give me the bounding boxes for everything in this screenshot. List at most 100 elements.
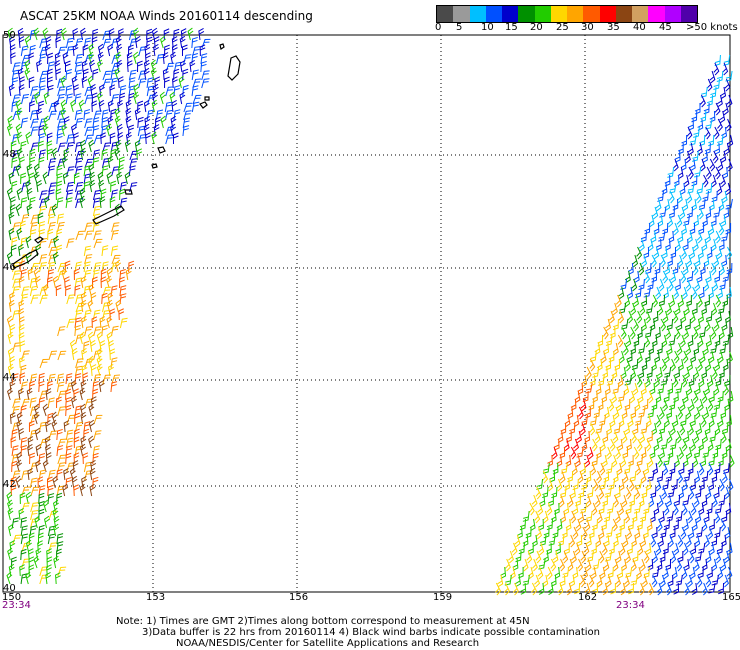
wind-barb (9, 355, 16, 369)
wind-barb (45, 388, 52, 401)
wind-barb (578, 510, 585, 524)
wind-barb (500, 566, 507, 579)
wind-barb (644, 334, 651, 348)
wind-barb (710, 238, 717, 252)
wind-barb (531, 558, 538, 572)
wind-barb (677, 470, 684, 484)
wind-barb (29, 109, 38, 121)
wind-barb (115, 51, 122, 65)
wind-barb (7, 387, 13, 401)
wind-barb (724, 78, 731, 92)
wind-barb (20, 117, 29, 129)
wind-barb (126, 52, 133, 65)
wind-barb (632, 382, 639, 396)
wind-barb (587, 446, 594, 460)
wind-barb (20, 268, 27, 281)
wind-barb (714, 358, 721, 372)
wind-barb (101, 109, 109, 121)
wind-barb (9, 44, 16, 57)
wind-barb (675, 382, 683, 394)
wind-barb (708, 350, 715, 364)
wind-barb (650, 534, 657, 548)
wind-barb (534, 510, 541, 524)
wind-barb (698, 286, 705, 299)
wind-barb (595, 446, 602, 459)
wind-barb (11, 236, 18, 249)
wind-barb (576, 534, 583, 547)
wind-barb (699, 478, 705, 491)
wind-barb (79, 187, 86, 201)
wind-barb (47, 269, 55, 281)
wind-barb (672, 310, 679, 324)
wind-barb (647, 278, 654, 290)
wind-barb (627, 262, 634, 275)
wind-barb (199, 44, 206, 57)
wind-barb (655, 326, 661, 339)
wind-barb (11, 77, 19, 89)
wind-barb (191, 85, 199, 97)
wind-barb (681, 478, 688, 492)
wind-barb (522, 510, 530, 522)
wind-barb (674, 326, 681, 340)
wind-barb (695, 486, 702, 499)
wind-barb (45, 36, 52, 49)
wind-barb (701, 582, 708, 596)
wind-barb (605, 318, 611, 332)
wind-barb (663, 390, 670, 403)
wind-barb (38, 372, 45, 385)
colorbar-tick-label: 0 (435, 22, 442, 33)
wind-barb (128, 77, 136, 89)
wind-barb (171, 36, 178, 49)
wind-barb (9, 324, 16, 337)
wind-barb (584, 430, 591, 443)
wind-barb (39, 70, 49, 81)
wind-barb (74, 53, 83, 65)
wind-barb (57, 86, 66, 97)
wind-barb (7, 27, 14, 41)
wind-barb (29, 477, 38, 489)
wind-barb (675, 574, 683, 586)
wind-barb (692, 390, 699, 404)
wind-barb (74, 61, 83, 73)
wind-barb (109, 84, 116, 97)
wind-barb (709, 430, 717, 442)
wind-barb (61, 267, 68, 281)
wind-barb (622, 534, 629, 548)
wind-barb (64, 260, 71, 273)
wind-barb (101, 261, 109, 273)
wind-barb (119, 92, 126, 105)
wind-barb (88, 435, 95, 449)
wind-barb (63, 116, 70, 129)
wind-barb (610, 582, 616, 595)
wind-barb (102, 142, 111, 153)
wind-barb (90, 396, 97, 409)
wind-barb (133, 91, 140, 105)
wind-barb (16, 107, 23, 121)
wind-barb (62, 51, 69, 65)
wind-barb (124, 171, 131, 185)
wind-barb (20, 525, 28, 537)
wind-barb (611, 302, 618, 316)
wind-barb (585, 382, 593, 394)
wind-barb (662, 270, 669, 284)
wind-barb (643, 462, 650, 476)
wind-barb (694, 406, 701, 420)
wind-barb (628, 478, 635, 492)
wind-barb (709, 158, 716, 172)
wind-barb (66, 318, 76, 329)
wind-barb (647, 390, 654, 404)
wind-barb (106, 267, 113, 281)
wind-barb (63, 148, 70, 161)
wind-barb (721, 510, 728, 523)
wind-barb (574, 542, 581, 556)
wind-barb (655, 198, 662, 212)
wind-barb (200, 60, 207, 73)
wind-barb (125, 267, 132, 281)
wind-barb (575, 518, 582, 532)
wind-barb (690, 542, 697, 555)
wind-barb (92, 28, 99, 41)
wind-barb (725, 198, 733, 210)
lon-label: 156 (289, 592, 309, 603)
wind-barb (552, 462, 559, 475)
wind-barb (114, 115, 121, 129)
